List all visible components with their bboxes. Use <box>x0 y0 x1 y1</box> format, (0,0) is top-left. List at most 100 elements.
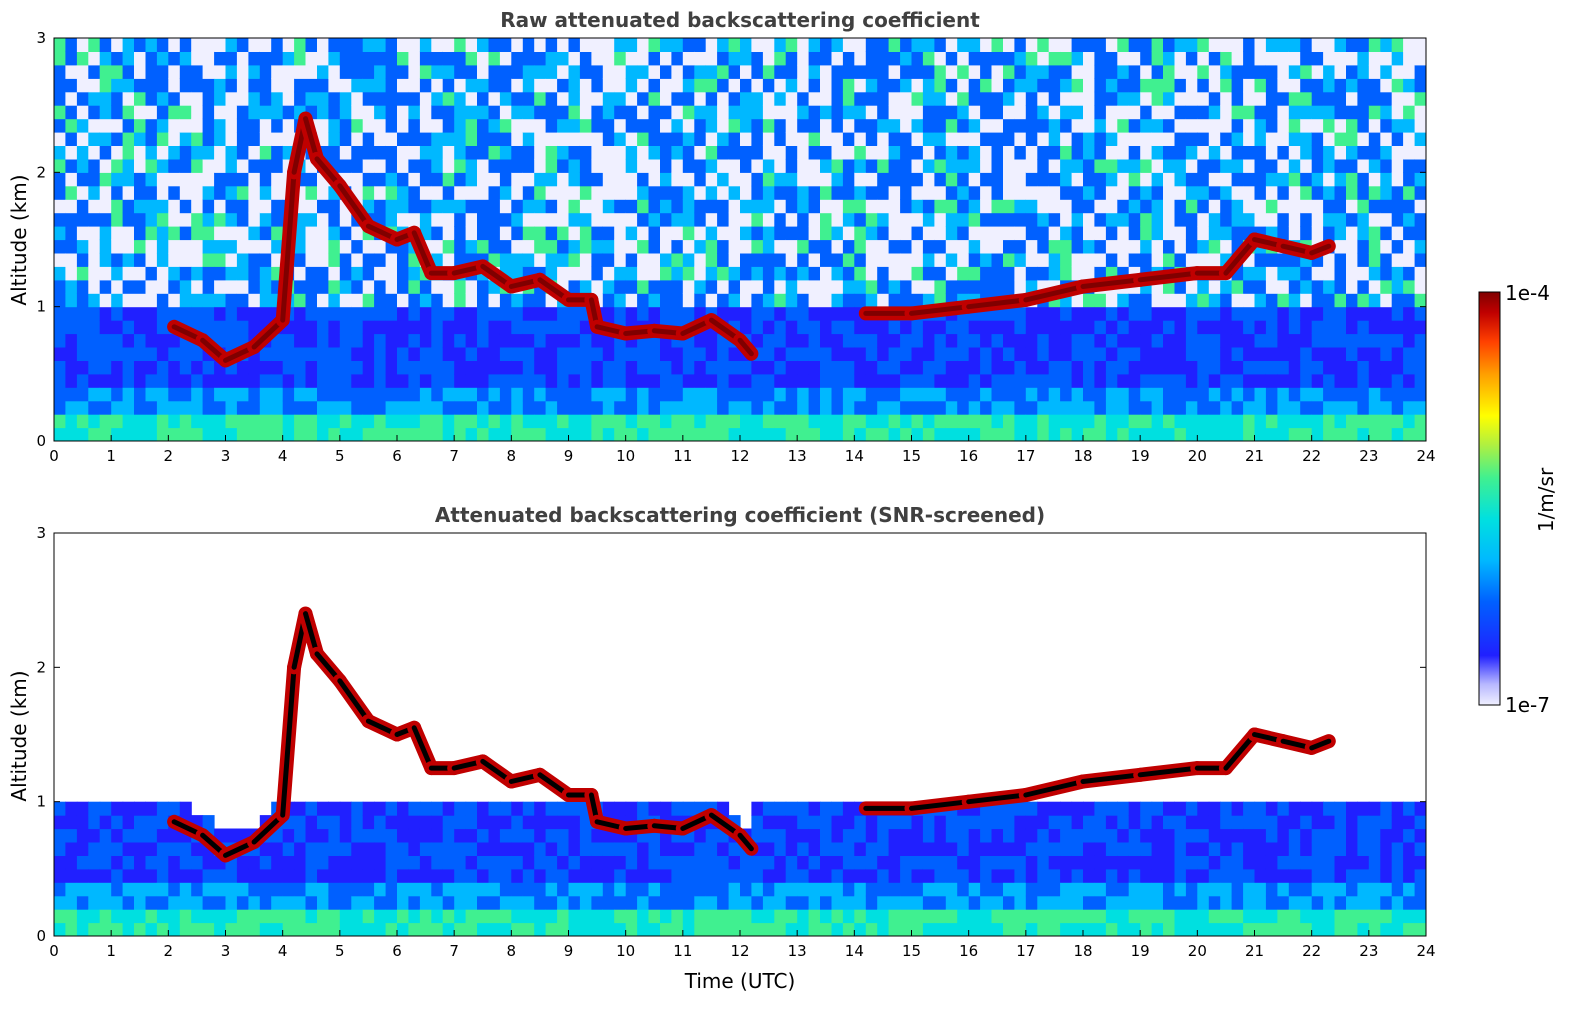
heatmap-cell <box>842 91 855 106</box>
heatmap-cell <box>980 855 993 870</box>
heatmap-cell <box>854 172 867 187</box>
heatmap-cell <box>671 387 684 402</box>
heatmap-cell <box>934 895 947 910</box>
heatmap-cell <box>1037 895 1050 910</box>
heatmap-cell <box>111 105 124 120</box>
heatmap-cell <box>1151 293 1164 308</box>
heatmap-cell <box>751 828 764 843</box>
heatmap-cell <box>511 868 524 883</box>
heatmap-cell <box>762 868 775 883</box>
heatmap-cell <box>1163 815 1175 830</box>
heatmap-cell <box>99 306 112 321</box>
heatmap-cell <box>1357 373 1370 388</box>
heatmap-cell <box>374 158 387 173</box>
heatmap-cell <box>465 91 478 106</box>
heatmap-cell <box>294 306 307 321</box>
heatmap-cell <box>774 199 787 214</box>
heatmap-cell <box>1014 306 1027 321</box>
heatmap-cell <box>339 239 352 254</box>
cloud-layer-core <box>1309 243 1332 256</box>
heatmap-cell <box>797 118 810 133</box>
heatmap-cell <box>625 172 638 187</box>
heatmap-cell <box>248 868 261 883</box>
cloud-layer-core <box>280 664 297 818</box>
heatmap-cell <box>1037 64 1050 79</box>
heatmap-cell <box>351 414 364 429</box>
heatmap-cell <box>625 78 638 93</box>
heatmap-cell <box>1163 414 1175 429</box>
heatmap-cell <box>808 64 821 79</box>
heatmap-cell <box>865 320 878 335</box>
heatmap-cell <box>534 842 547 856</box>
heatmap-cell <box>465 185 478 200</box>
heatmap-cell <box>511 387 524 402</box>
heatmap-cell <box>751 226 764 241</box>
heatmap-cell <box>1391 414 1404 429</box>
heatmap-cell <box>1140 306 1153 321</box>
heatmap-cell <box>1265 199 1278 214</box>
heatmap-cell <box>614 185 627 200</box>
heatmap-cell <box>1391 145 1404 160</box>
heatmap-cell <box>54 400 66 415</box>
heatmap-cell <box>1231 51 1244 66</box>
heatmap-cell <box>1323 51 1336 66</box>
heatmap-cell <box>1311 185 1324 200</box>
heatmap-cell <box>328 815 341 830</box>
heatmap-cell <box>191 226 204 241</box>
heatmap-cell <box>648 279 661 294</box>
heatmap-cell <box>1197 51 1210 66</box>
heatmap-cell <box>625 252 638 267</box>
heatmap-cell <box>168 38 181 52</box>
heatmap-cell <box>442 828 455 843</box>
heatmap-cell <box>1277 132 1290 146</box>
heatmap-cell <box>568 842 581 856</box>
heatmap-cell <box>1254 118 1267 133</box>
heatmap-cell <box>1231 199 1244 214</box>
heatmap-cell <box>980 38 993 52</box>
heatmap-cell <box>1128 360 1141 375</box>
heatmap-cell <box>328 320 341 335</box>
heatmap-cell <box>419 212 432 227</box>
heatmap-cell <box>271 78 284 93</box>
heatmap-cell <box>1334 185 1347 200</box>
heatmap-cell <box>705 158 718 173</box>
heatmap-cell <box>637 895 650 910</box>
heatmap-cell <box>1311 801 1324 816</box>
heatmap-cell <box>1414 895 1426 910</box>
heatmap-cell <box>454 815 467 830</box>
heatmap-cell <box>271 226 284 241</box>
heatmap-cell <box>1083 306 1095 321</box>
heatmap-cell <box>214 105 227 120</box>
heatmap-cell <box>1060 51 1073 66</box>
heatmap-cell <box>1037 226 1050 241</box>
heatmap-cell <box>1151 333 1164 348</box>
heatmap-cell <box>145 199 158 214</box>
heatmap-cell <box>1414 427 1426 441</box>
heatmap-cell <box>1071 320 1084 335</box>
heatmap-cell <box>1288 132 1301 146</box>
heatmap-cell <box>557 145 570 160</box>
heatmap-cell <box>579 172 592 187</box>
heatmap-cell <box>202 212 215 227</box>
heatmap-cell <box>740 855 752 870</box>
heatmap-cell <box>511 815 524 830</box>
heatmap-cell <box>214 132 227 146</box>
heatmap-cell <box>1414 320 1426 335</box>
heatmap-cell <box>660 51 672 66</box>
heatmap-cell <box>545 427 558 441</box>
heatmap-cell <box>1277 64 1290 79</box>
heatmap-cell <box>88 78 101 93</box>
heatmap-cell <box>625 199 638 214</box>
heatmap-cell <box>991 922 1004 936</box>
heatmap-cell <box>1231 855 1244 870</box>
heatmap-cell <box>1060 882 1073 897</box>
heatmap-cell <box>156 909 169 924</box>
heatmap-cell <box>99 91 112 106</box>
heatmap-cell <box>1277 373 1290 388</box>
heatmap-cell <box>865 842 878 856</box>
heatmap-cell <box>156 239 169 254</box>
heatmap-cell <box>374 279 387 294</box>
heatmap-cell <box>305 333 318 348</box>
heatmap-cell <box>648 909 661 924</box>
heatmap-cell <box>1117 239 1130 254</box>
